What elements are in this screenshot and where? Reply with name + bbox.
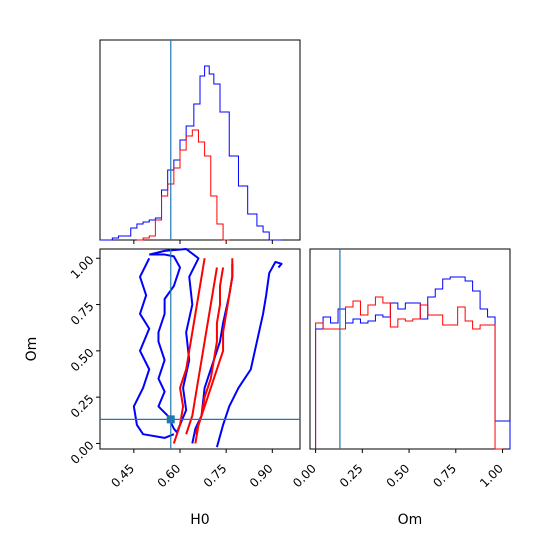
om-x-axis-label: Om (398, 512, 423, 528)
om-x-tick-label: 0.50 (384, 461, 413, 490)
h0-marginal-tick-marks (133, 240, 273, 244)
om-marginal-panel: 0.00 0.25 0.50 0.75 1.00 Om (290, 248, 511, 528)
om-x-tick-label: 0.75 (430, 461, 459, 490)
h0-x-tick-label: 0.60 (155, 461, 184, 490)
h0-om-contours (132, 248, 283, 448)
om-y-tick-label: 0.75 (68, 299, 97, 328)
h0-marginal-histograms (100, 65, 282, 241)
contour-outer-left-3 (132, 257, 175, 439)
om-y-axis-label: Om (24, 337, 40, 362)
h0-x-axis-label: H0 (190, 512, 209, 528)
om-histogram-series-1 (315, 276, 511, 449)
h0-x-tick-label: 0.45 (108, 461, 137, 490)
om-y-tick-label: 0.50 (68, 346, 97, 375)
om-x-axis-ticks: 0.00 0.25 0.50 0.75 1.00 (290, 449, 506, 490)
om-y-tick-label: 0.00 (68, 438, 97, 467)
om-marginal-frame (309, 248, 511, 450)
om-marginal-histograms (315, 276, 511, 450)
om-y-tick-label: 1.00 (68, 253, 97, 282)
h0-x-tick-label: 0.75 (201, 461, 230, 490)
om-y-tick-label: 0.25 (68, 392, 97, 421)
h0-histogram-series-2 (136, 129, 230, 241)
contour-inner-8 (194, 267, 225, 435)
om-x-tick-label: 0.00 (290, 461, 319, 490)
h0-x-tick-label: 0.90 (247, 461, 276, 490)
contour-outer-side-2 (215, 260, 283, 448)
contour-outer-5 (172, 258, 206, 444)
om-histogram-series-2 (315, 296, 503, 450)
om-x-tick-label: 0.25 (337, 461, 366, 490)
h0-om-2d-frame (99, 248, 301, 450)
om-y-axis-ticks: 0.00 0.25 0.50 0.75 1.00 (68, 253, 100, 467)
h0-x-axis-ticks: 0.45 0.60 0.75 0.90 (108, 449, 276, 490)
truth-point-marker (166, 415, 175, 424)
h0-marginal-panel (99, 39, 301, 244)
contour-inner-7 (185, 267, 218, 435)
h0-histogram-series-1 (100, 65, 282, 241)
h0-marginal-frame (99, 39, 301, 241)
h0-om-2d-panel: 0.45 0.60 0.75 0.90 0.00 0.25 0.50 0.75 1.00 H0… (24, 248, 301, 528)
om-x-tick-label: 1.00 (477, 461, 506, 490)
